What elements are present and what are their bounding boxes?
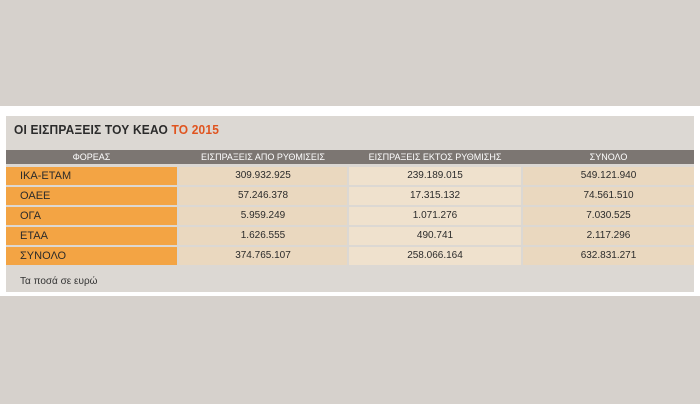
table-row: ΙΚΑ-ΕΤΑΜ 309.932.925 239.189.015 549.121… — [6, 167, 694, 186]
table-card: ΟΙ ΕΙΣΠΡΑΞΕΙΣ ΤΟΥ ΚΕΑΟ ΤΟ 2015 ΦΟΡΕΑΣ ΕΙ… — [0, 106, 700, 296]
cell-value: 258.066.164 — [349, 247, 521, 265]
row-label: ΟΓΑ — [6, 207, 177, 225]
header-eispraxeis-ektos-rythmisis: ΕΙΣΠΡΑΞΕΙΣ ΕΚΤΟΣ ΡΥΘΜΙΣΗΣ — [368, 152, 502, 162]
table-header-row: ΦΟΡΕΑΣ ΕΙΣΠΡΑΞΕΙΣ ΑΠΟ ΡΥΘΜΙΣΕΙΣ ΕΙΣΠΡΑΞΕ… — [6, 150, 694, 164]
cell-value: 374.765.107 — [179, 247, 347, 265]
row-label: ΕΤΑΑ — [6, 227, 177, 245]
header-eispraxeis-apo-rythmiseis: ΕΙΣΠΡΑΞΕΙΣ ΑΠΟ ΡΥΘΜΙΣΕΙΣ — [201, 152, 325, 162]
title-main: ΟΙ ΕΙΣΠΡΑΞΕΙΣ ΤΟΥ ΚΕΑΟ — [14, 122, 168, 137]
table-footnote: Τα ποσά σε ευρώ — [20, 276, 98, 287]
table-row: ΕΤΑΑ 1.626.555 490.741 2.117.296 — [6, 227, 694, 246]
cell-value: 57.246.378 — [179, 187, 347, 205]
table-row: ΟΓΑ 5.959.249 1.071.276 7.030.525 — [6, 207, 694, 226]
cell-value: 549.121.940 — [523, 167, 694, 185]
cell-value: 309.932.925 — [179, 167, 347, 185]
cell-value: 1.071.276 — [349, 207, 521, 225]
table-row-total: ΣΥΝΟΛΟ 374.765.107 258.066.164 632.831.2… — [6, 247, 694, 266]
cell-value: 5.959.249 — [179, 207, 347, 225]
cell-value: 239.189.015 — [349, 167, 521, 185]
title-accent: ΤΟ 2015 — [171, 122, 220, 137]
header-foreas: ΦΟΡΕΑΣ — [72, 152, 111, 162]
row-label: ΟΑΕΕ — [6, 187, 177, 205]
cell-value: 1.626.555 — [179, 227, 347, 245]
cell-value: 490.741 — [349, 227, 521, 245]
cell-value: 17.315.132 — [349, 187, 521, 205]
table-title: ΟΙ ΕΙΣΠΡΑΞΕΙΣ ΤΟΥ ΚΕΑΟ ΤΟ 2015 — [14, 122, 219, 137]
cell-value: 74.561.510 — [523, 187, 694, 205]
cell-value: 632.831.271 — [523, 247, 694, 265]
cell-value: 2.117.296 — [523, 227, 694, 245]
row-label: ΙΚΑ-ΕΤΑΜ — [6, 167, 177, 185]
row-label: ΣΥΝΟΛΟ — [6, 247, 177, 265]
table-panel: ΟΙ ΕΙΣΠΡΑΞΕΙΣ ΤΟΥ ΚΕΑΟ ΤΟ 2015 ΦΟΡΕΑΣ ΕΙ… — [6, 116, 694, 292]
header-synolo: ΣΥΝΟΛΟ — [589, 152, 628, 162]
table-row: ΟΑΕΕ 57.246.378 17.315.132 74.561.510 — [6, 187, 694, 206]
cell-value: 7.030.525 — [523, 207, 694, 225]
